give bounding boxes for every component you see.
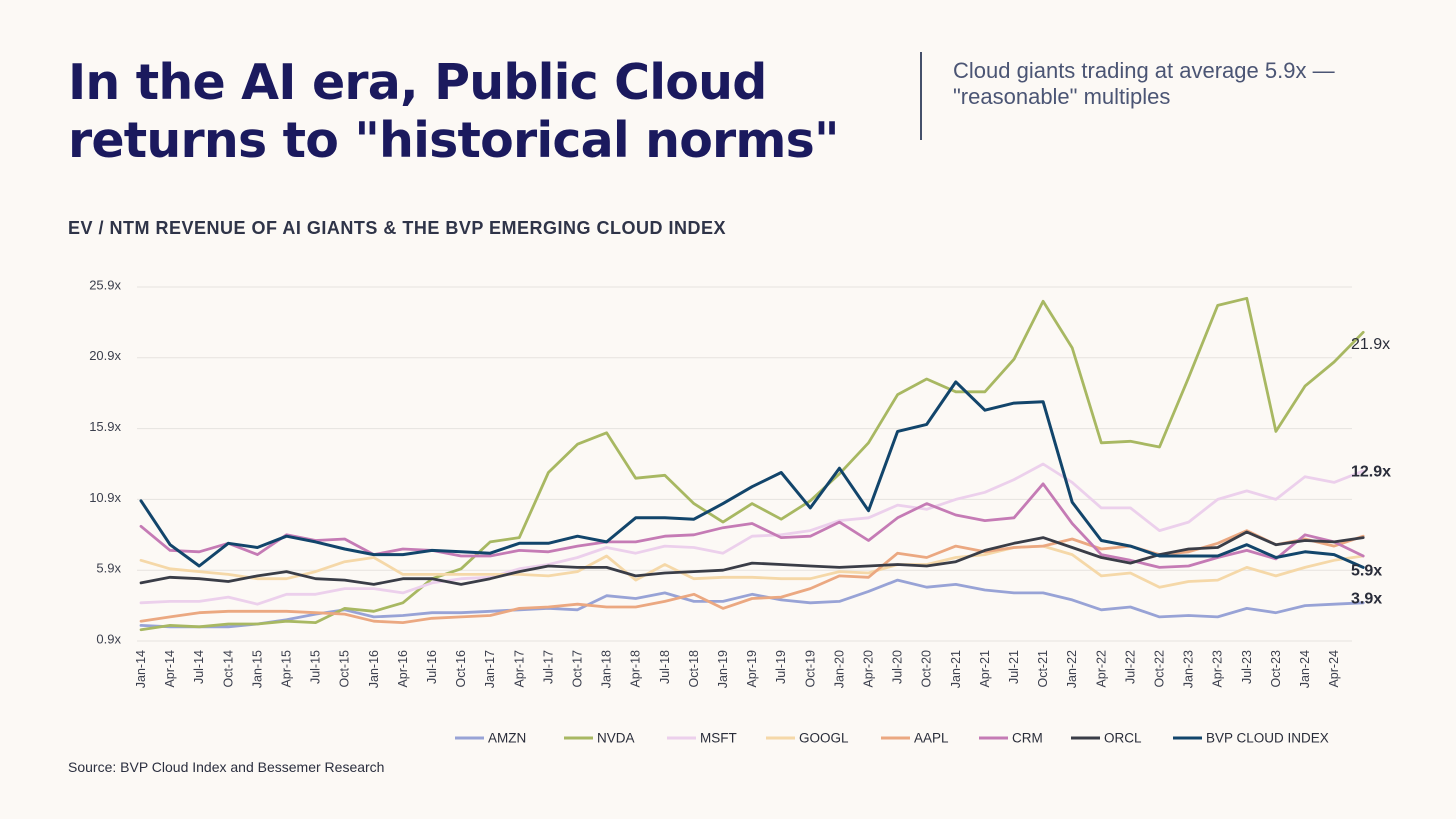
x-tick-label: Jan-20 — [832, 650, 846, 688]
x-tick-label: Apr-17 — [512, 650, 526, 688]
x-tick-label: Apr-21 — [978, 650, 992, 688]
series-line-googl — [139, 544, 1365, 589]
series-line-msft — [139, 462, 1365, 606]
x-tick-label: Jan-19 — [716, 650, 730, 688]
x-tick-label: Apr-15 — [280, 650, 294, 688]
y-axis-ticks: 25.9x 20.9x 15.9x 10.9x 5.9x 0.9x — [89, 277, 121, 646]
legend-label: GOOGL — [799, 731, 849, 746]
end-labels: 21.9x 12.9x 5.9x 3.9x — [1351, 336, 1391, 608]
legend-label: BVP CLOUD INDEX — [1206, 731, 1329, 746]
x-tick-label: Oct-19 — [803, 650, 817, 688]
x-tick-label: Oct-18 — [687, 650, 701, 688]
x-tick-label: Oct-22 — [1153, 650, 1167, 688]
x-tick-label: Oct-17 — [571, 650, 585, 688]
x-tick-label: Jan-14 — [134, 650, 148, 688]
x-tick-label: Jul-15 — [309, 650, 323, 684]
subtitle: Cloud giants trading at average 5.9x — "… — [953, 58, 1393, 110]
x-tick-label: Apr-20 — [862, 650, 876, 688]
x-tick-label: Apr-18 — [629, 650, 643, 688]
legend-label: AMZN — [488, 731, 526, 746]
legend: AMZN NVDA MSFT GOOGL AAPL CRM ORCL BVP CLOUD IN… — [455, 731, 1329, 746]
y-tick-label: 10.9x — [89, 490, 121, 505]
source-note: Source: BVP Cloud Index and Bessemer Res… — [68, 759, 385, 775]
x-tick-label: Jul-19 — [774, 650, 788, 684]
y-tick-label: 5.9x — [96, 561, 121, 576]
x-tick-label: Jul-23 — [1240, 650, 1254, 684]
header-divider — [920, 52, 922, 140]
x-tick-label: Jul-20 — [891, 650, 905, 684]
legend-label: CRM — [1012, 731, 1043, 746]
y-tick-label: 15.9x — [89, 419, 121, 434]
x-tick-label: Jan-16 — [367, 650, 381, 688]
x-tick-label: Jan-21 — [949, 650, 963, 688]
x-tick-label: Jul-16 — [425, 650, 439, 684]
series-line-bvp-cloud-index — [139, 380, 1365, 569]
y-tick-label: 25.9x — [89, 277, 121, 292]
legend-label: ORCL — [1104, 731, 1142, 746]
grid-lines — [137, 286, 1352, 642]
x-tick-label: Jan-18 — [600, 650, 614, 688]
legend-label: NVDA — [597, 731, 635, 746]
x-tick-label: Apr-16 — [396, 650, 410, 688]
x-tick-label: Jul-14 — [192, 650, 206, 684]
end-value-label: 21.9x — [1351, 336, 1390, 353]
y-tick-label: 20.9x — [89, 348, 121, 363]
x-tick-label: Apr-14 — [163, 650, 177, 688]
x-axis-ticks: Jan-14 Apr-14 Jul-14 Oct-14 Jan-15 Apr-15 Jul-… — [134, 650, 1341, 688]
x-tick-label: Jan-17 — [483, 650, 497, 688]
end-value-label: 3.9x — [1351, 591, 1382, 608]
x-tick-label: Jul-18 — [658, 650, 672, 684]
x-tick-label: Jan-15 — [250, 650, 264, 688]
x-tick-label: Oct-23 — [1269, 650, 1283, 688]
subtitle-line-1: Cloud giants trading at average 5.9x — — [953, 58, 1335, 83]
x-tick-label: Apr-19 — [745, 650, 759, 688]
x-tick-label: Jul-21 — [1007, 650, 1021, 684]
x-tick-label: Oct-21 — [1036, 650, 1050, 688]
x-tick-label: Jul-17 — [541, 650, 555, 684]
legend-label: MSFT — [700, 731, 737, 746]
subtitle-line-2: "reasonable" multiples — [953, 84, 1171, 109]
x-tick-label: Oct-16 — [454, 650, 468, 688]
x-tick-label: Apr-22 — [1094, 650, 1108, 688]
x-tick-label: Oct-14 — [221, 650, 235, 688]
x-tick-label: Jul-22 — [1123, 650, 1137, 684]
x-tick-label: Jan-23 — [1182, 650, 1196, 688]
end-value-label: 12.9x — [1351, 463, 1391, 480]
x-tick-label: Apr-23 — [1211, 650, 1225, 688]
legend-label: AAPL — [914, 731, 949, 746]
page-title: In the AI era, Public Cloud returns to "… — [68, 54, 888, 170]
x-tick-label: Jan-24 — [1298, 650, 1312, 688]
x-tick-label: Jan-22 — [1065, 650, 1079, 688]
end-value-label: 5.9x — [1351, 562, 1382, 579]
y-tick-label: 0.9x — [96, 631, 121, 646]
title-line-1: In the AI era, Public Cloud — [68, 54, 767, 111]
x-tick-label: Oct-15 — [338, 650, 352, 688]
chart-heading: EV / NTM REVENUE OF AI GIANTS & THE BVP … — [68, 218, 727, 238]
x-tick-label: Apr-24 — [1327, 650, 1341, 688]
series-line-crm — [139, 482, 1365, 569]
title-line-2: returns to "historical norms" — [68, 112, 840, 169]
series-line-nvda — [139, 296, 1365, 632]
x-tick-label: Oct-20 — [920, 650, 934, 688]
series-lines — [139, 296, 1365, 632]
